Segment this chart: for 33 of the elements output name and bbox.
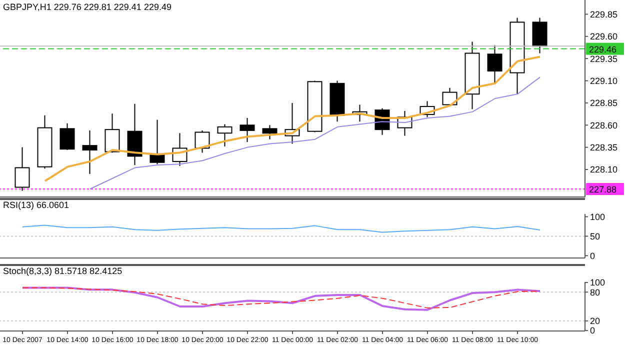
y-tick-label: 229.60 xyxy=(590,32,618,42)
y-tick-label: 229.10 xyxy=(590,76,618,86)
line-series xyxy=(90,76,540,190)
y-tick-label: 228.10 xyxy=(590,164,618,175)
candlestick xyxy=(14,146,30,192)
candlestick xyxy=(262,124,278,140)
y-tick-label: 80 xyxy=(590,287,600,298)
line-series xyxy=(22,224,540,233)
y-tick-label: 229.35 xyxy=(590,54,618,64)
candlestick xyxy=(487,44,502,84)
line-series xyxy=(44,56,541,182)
ref-line-label: 229.46 xyxy=(589,44,617,54)
chart-title: RSI(13) 66.0601 xyxy=(3,200,70,210)
candlestick xyxy=(532,17,548,54)
y-tick-label: 100 xyxy=(590,278,606,288)
y-tick-label: 0 xyxy=(590,326,596,336)
chart-title: Stoch(8,3,3) 81.5718 82.4125 xyxy=(3,266,122,276)
candlestick xyxy=(194,130,210,154)
candlestick xyxy=(217,124,232,147)
y-tick-label: 50 xyxy=(590,231,600,242)
chart-title: GBPJPY,H1 229.76 229.81 229.41 229.49 xyxy=(3,2,172,12)
candlestick xyxy=(240,118,255,142)
y-tick-label: 228.60 xyxy=(590,120,618,130)
ref-line-label: 227.88 xyxy=(589,184,617,195)
candlestick xyxy=(104,113,120,154)
y-tick-label: 228.85 xyxy=(590,98,618,108)
candlestick xyxy=(82,130,98,174)
candlestick xyxy=(60,122,75,150)
y-tick-label: 228.35 xyxy=(590,142,618,152)
y-tick-label: 100 xyxy=(590,212,606,222)
y-tick-label: 0 xyxy=(590,250,596,261)
y-tick-label: 20 xyxy=(590,316,600,326)
y-tick-label: 229.85 xyxy=(590,9,618,20)
